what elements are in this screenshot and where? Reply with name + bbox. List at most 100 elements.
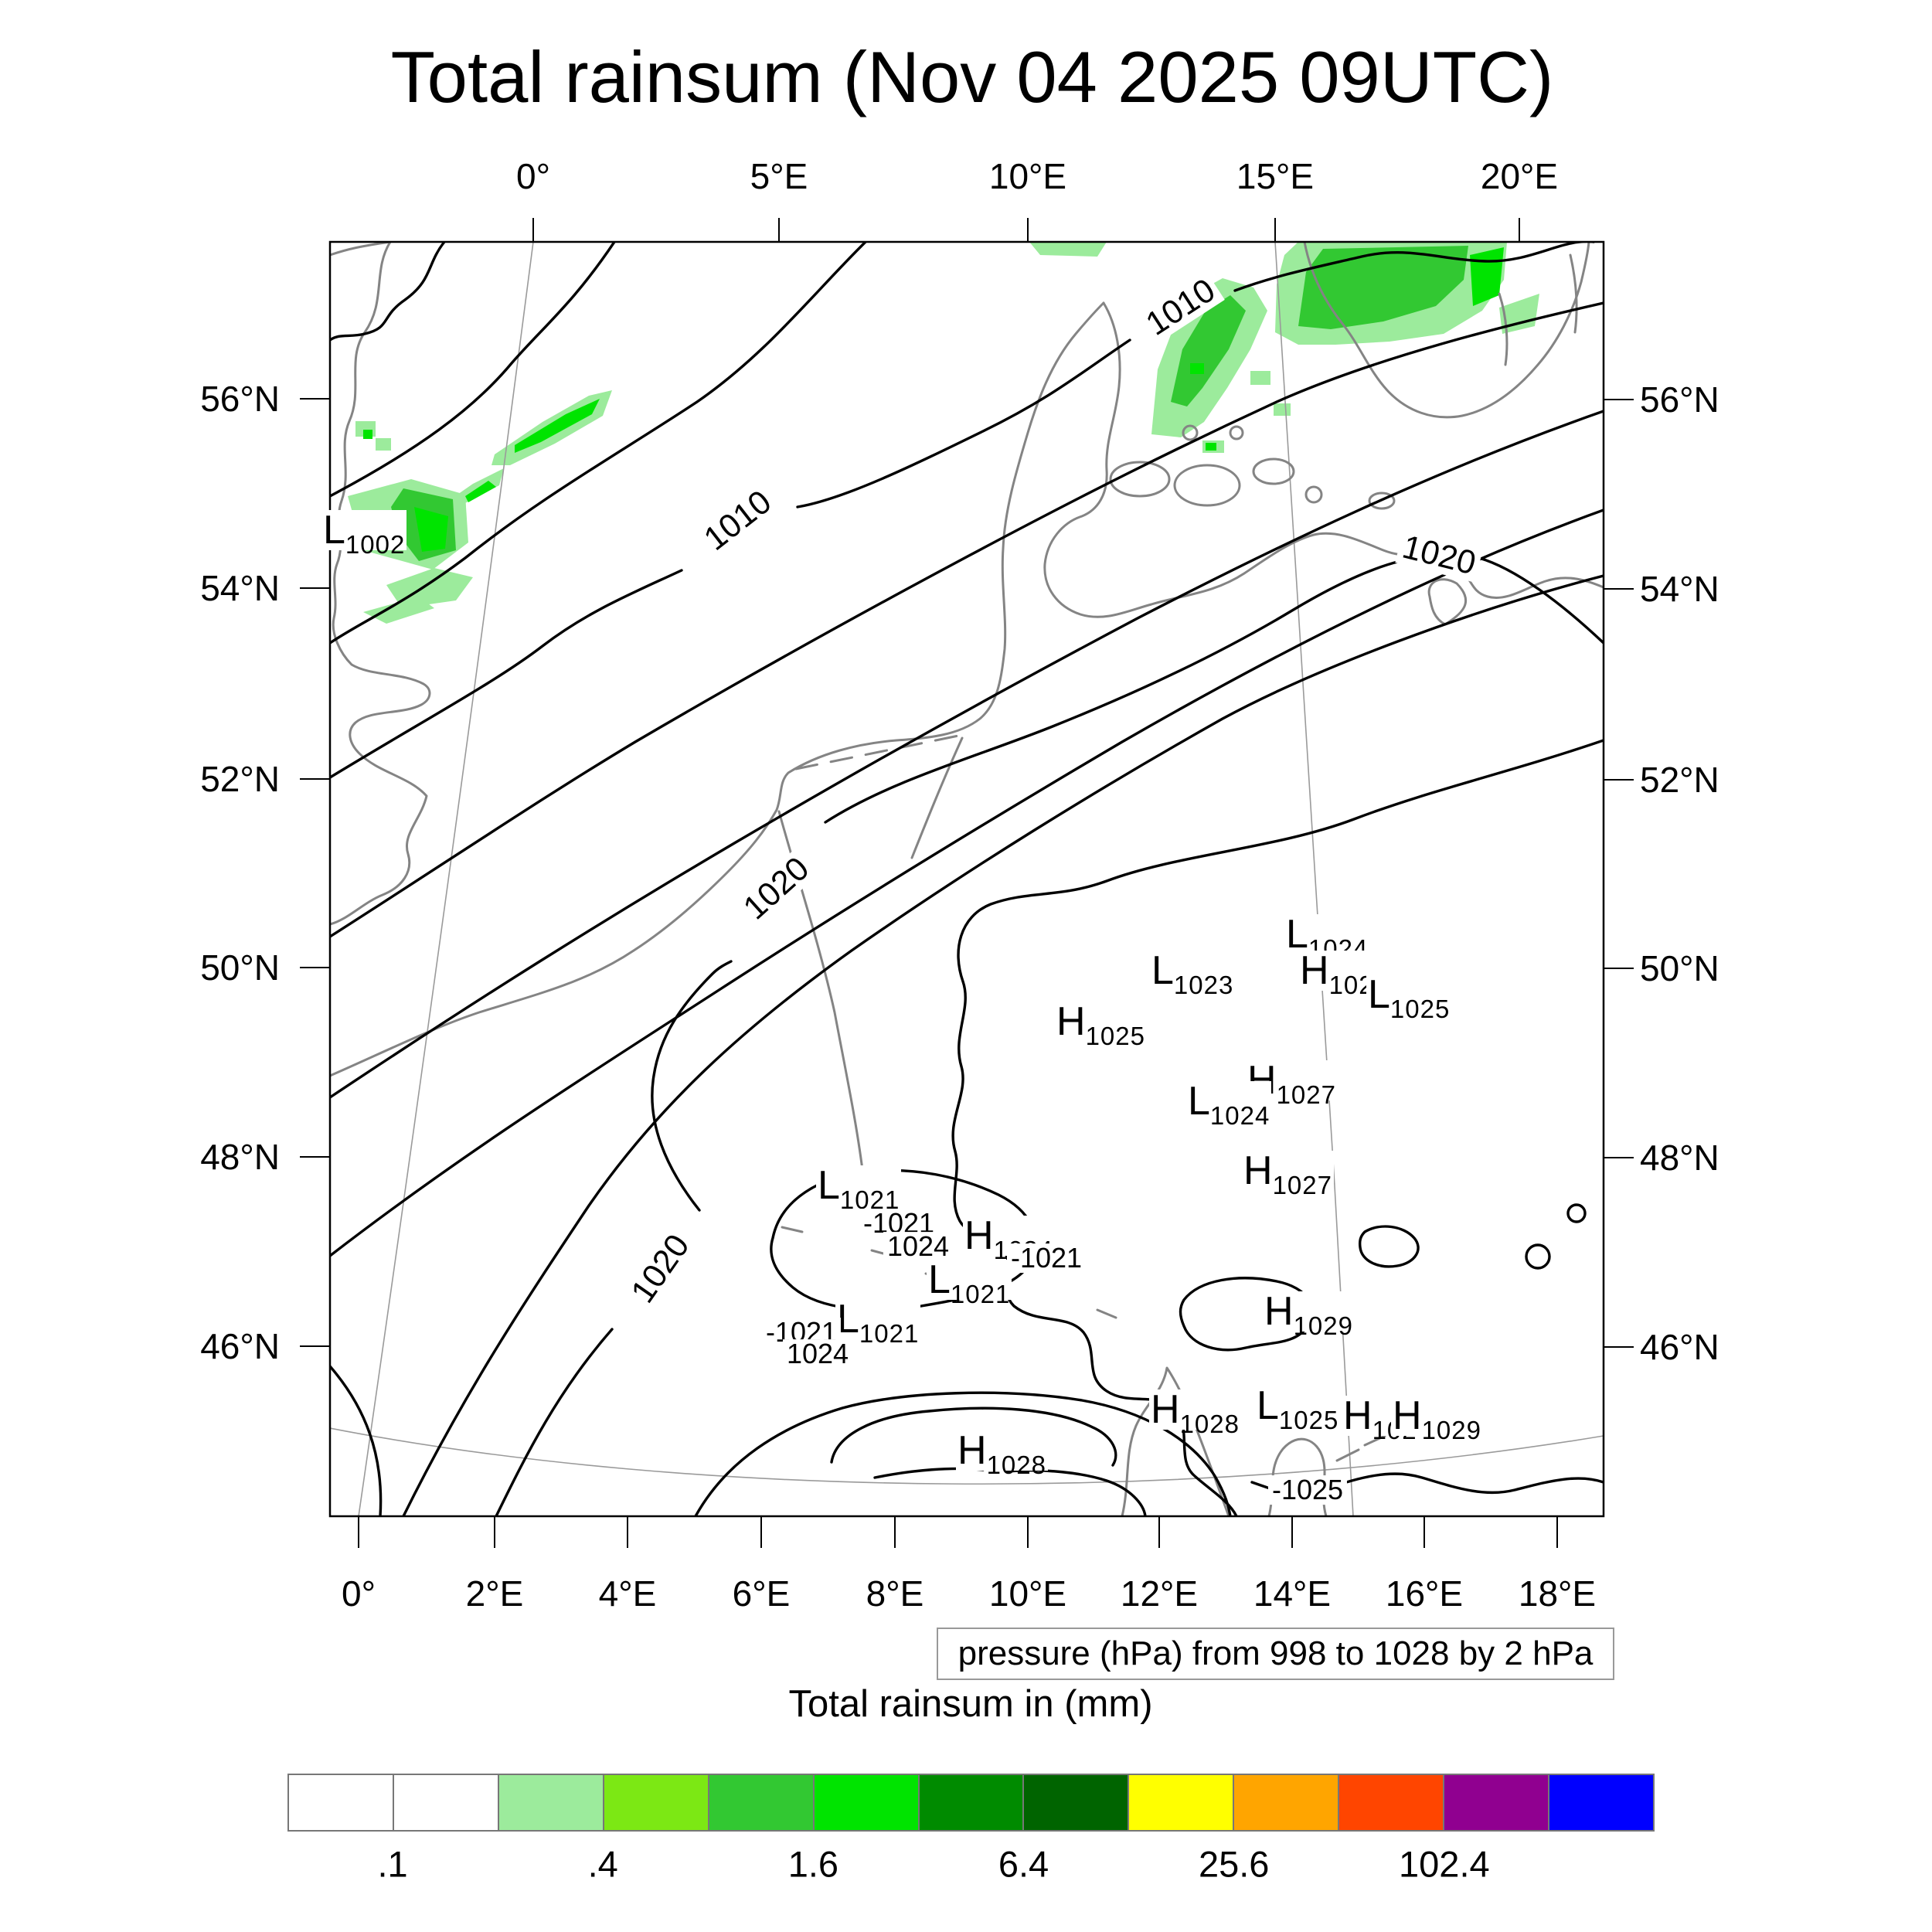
top-tick bbox=[1519, 218, 1520, 242]
colorbar-label-1.6: 1.6 bbox=[787, 1843, 839, 1885]
contour-label-1020: 1020 bbox=[1395, 529, 1483, 583]
bottom-tick bbox=[627, 1516, 628, 1548]
top-tick bbox=[1274, 218, 1276, 242]
bottom-axis-label-8: 16°E bbox=[1385, 1573, 1464, 1614]
bottom-tick bbox=[1423, 1516, 1425, 1548]
contour-label-1020: 1020 bbox=[623, 1225, 699, 1313]
right-tick bbox=[1604, 399, 1634, 400]
pressure-value: 1025 bbox=[1085, 1022, 1145, 1050]
contour-label-1010: 1010 bbox=[1137, 270, 1225, 345]
colorbar-cell-5 bbox=[812, 1775, 918, 1830]
contour-label-1024: 1024 bbox=[883, 1232, 954, 1261]
contour-label-1010: 1010 bbox=[695, 481, 781, 560]
contour-label-1020: 1020 bbox=[734, 848, 819, 930]
colorbar-cell-2 bbox=[497, 1775, 603, 1830]
right-tick bbox=[1604, 1157, 1634, 1158]
pressure-center-L1021: L1021 bbox=[835, 1299, 921, 1346]
right-axis-label-4: 48°N bbox=[1640, 1138, 1719, 1178]
pressure-center-L1025: L1025 bbox=[1366, 972, 1452, 1022]
colorbar-cell-0 bbox=[289, 1775, 393, 1830]
pressure-letter: L bbox=[1188, 1079, 1210, 1124]
rainfall-colorbar bbox=[287, 1774, 1655, 1832]
top-axis-label-0: 0° bbox=[516, 156, 550, 196]
colorbar-label-102.4: 102.4 bbox=[1399, 1843, 1490, 1885]
left-tick bbox=[300, 1156, 330, 1158]
top-tick bbox=[532, 218, 534, 242]
pressure-value: 1024 bbox=[1209, 1101, 1270, 1130]
bottom-axis-label-9: 18°E bbox=[1518, 1573, 1597, 1614]
bottom-axis-label-6: 12°E bbox=[1120, 1573, 1199, 1614]
pressure-letter: H bbox=[1151, 1387, 1180, 1432]
colorbar-cell-4 bbox=[707, 1775, 813, 1830]
pressure-contour-layer bbox=[330, 242, 1604, 1516]
pressure-value: 1021 bbox=[839, 1185, 900, 1214]
pressure-letter: L bbox=[928, 1257, 951, 1302]
pressure-letter: L bbox=[323, 508, 345, 553]
colorbar-cell-12 bbox=[1548, 1775, 1653, 1830]
bottom-tick bbox=[894, 1516, 896, 1548]
pressure-letter: L bbox=[1286, 912, 1308, 957]
colorbar-cell-7 bbox=[1022, 1775, 1128, 1830]
top-axis-label-4: 20°E bbox=[1480, 156, 1559, 196]
bottom-axis-label-4: 8°E bbox=[866, 1573, 924, 1614]
bottom-tick bbox=[1556, 1516, 1558, 1548]
pressure-letter: H bbox=[1393, 1393, 1422, 1438]
pressure-letter: H bbox=[1300, 948, 1329, 993]
top-tick bbox=[778, 218, 780, 242]
pressure-value: 1021 bbox=[950, 1280, 1011, 1308]
left-tick bbox=[300, 1345, 330, 1347]
right-axis-label-0: 56°N bbox=[1640, 379, 1719, 420]
colorbar-cell-10 bbox=[1338, 1775, 1444, 1830]
parallel-45N bbox=[330, 1427, 1604, 1485]
colorbar-cell-1 bbox=[392, 1775, 498, 1830]
bottom-tick bbox=[494, 1516, 495, 1548]
pressure-letter: L bbox=[1368, 972, 1390, 1017]
pressure-letter: L bbox=[1151, 948, 1174, 993]
pressure-center-L1002: L1002 bbox=[321, 508, 407, 557]
pressure-value: 1029 bbox=[1293, 1311, 1353, 1340]
pressure-center-L1024: L1024 bbox=[1284, 912, 1370, 961]
page-title: Total rainsum (Nov 04 2025 09UTC) bbox=[390, 36, 1554, 117]
pressure-value: 1028 bbox=[986, 1451, 1046, 1479]
pressure-letter: L bbox=[1257, 1383, 1279, 1428]
pressure-center-H1027: H1027 bbox=[1242, 1148, 1334, 1198]
pressure-center-L1023: L1023 bbox=[1150, 948, 1236, 998]
right-axis-label-3: 50°N bbox=[1640, 948, 1719, 988]
left-axis-label-4: 48°N bbox=[200, 1137, 280, 1177]
top-tick bbox=[1027, 218, 1029, 242]
pressure-caption: pressure (hPa) from 998 to 1028 by 2 hPa bbox=[937, 1628, 1614, 1680]
pressure-center-H1029: H1029 bbox=[1391, 1393, 1483, 1443]
left-axis-label-3: 50°N bbox=[200, 947, 280, 988]
right-axis-label-2: 52°N bbox=[1640, 760, 1719, 800]
pressure-center-L1025: L1025 bbox=[1255, 1383, 1341, 1433]
colorbar-cell-9 bbox=[1233, 1775, 1338, 1830]
top-axis-label-2: 10°E bbox=[988, 156, 1067, 196]
right-axis-label-5: 46°N bbox=[1640, 1327, 1719, 1367]
pressure-center-L1021: L1021 bbox=[816, 1165, 902, 1213]
pressure-value: 1023 bbox=[1173, 971, 1234, 999]
pressure-letter: H bbox=[957, 1428, 987, 1473]
right-tick bbox=[1604, 968, 1634, 969]
pressure-value: 1025 bbox=[1389, 995, 1451, 1023]
left-tick bbox=[300, 398, 330, 400]
pressure-value: 1021 bbox=[859, 1319, 920, 1348]
right-tick bbox=[1604, 588, 1634, 590]
colorbar-label-6.4: 6.4 bbox=[998, 1843, 1049, 1885]
bottom-axis-label-3: 6°E bbox=[732, 1573, 791, 1614]
pressure-letter: H bbox=[1243, 1148, 1273, 1193]
pressure-center-H1025: H1025 bbox=[1055, 999, 1147, 1049]
bottom-tick bbox=[1027, 1516, 1029, 1548]
left-tick bbox=[300, 778, 330, 780]
pressure-value: 1027 bbox=[1276, 1080, 1336, 1109]
bottom-tick bbox=[358, 1516, 359, 1548]
right-tick bbox=[1604, 779, 1634, 781]
left-axis-label-5: 46°N bbox=[200, 1326, 280, 1366]
pressure-letter: H bbox=[964, 1213, 994, 1258]
pressure-letter: H bbox=[1056, 999, 1086, 1044]
colorbar-cell-3 bbox=[602, 1775, 708, 1830]
pressure-value: 1025 bbox=[1278, 1406, 1339, 1434]
bottom-axis-label-0: 0° bbox=[342, 1573, 376, 1614]
colorbar-cell-11 bbox=[1443, 1775, 1549, 1830]
